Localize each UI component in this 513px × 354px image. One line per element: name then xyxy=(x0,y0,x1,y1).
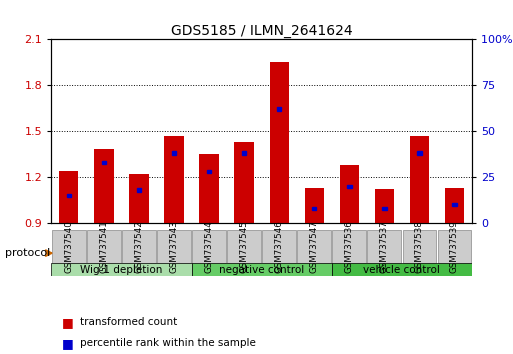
Text: Wig-1 depletion: Wig-1 depletion xyxy=(80,265,163,275)
Text: GSM737541: GSM737541 xyxy=(100,220,108,273)
Text: GSM737538: GSM737538 xyxy=(415,220,424,273)
Bar xyxy=(242,152,246,155)
Bar xyxy=(200,154,219,223)
Bar xyxy=(312,207,317,210)
Bar xyxy=(129,174,149,223)
FancyBboxPatch shape xyxy=(227,230,261,263)
Text: percentile rank within the sample: percentile rank within the sample xyxy=(80,338,255,348)
Text: protocol: protocol xyxy=(5,248,50,258)
Bar xyxy=(234,142,254,223)
Bar xyxy=(207,170,211,173)
FancyBboxPatch shape xyxy=(262,230,296,263)
Text: ■: ■ xyxy=(62,337,73,350)
FancyBboxPatch shape xyxy=(367,230,401,263)
Bar xyxy=(445,188,464,223)
FancyBboxPatch shape xyxy=(191,263,332,276)
FancyBboxPatch shape xyxy=(192,230,226,263)
Bar xyxy=(417,152,422,155)
Text: GSM737547: GSM737547 xyxy=(310,220,319,273)
Bar xyxy=(164,136,184,223)
Text: GSM737537: GSM737537 xyxy=(380,220,389,273)
FancyBboxPatch shape xyxy=(298,230,331,263)
Bar xyxy=(340,165,359,223)
Bar xyxy=(410,136,429,223)
Text: GSM737536: GSM737536 xyxy=(345,220,354,273)
Bar xyxy=(94,149,113,223)
Text: GSM737544: GSM737544 xyxy=(205,220,213,273)
Bar xyxy=(382,207,387,210)
FancyBboxPatch shape xyxy=(332,263,472,276)
Bar xyxy=(374,189,394,223)
FancyBboxPatch shape xyxy=(52,230,86,263)
Text: negative control: negative control xyxy=(219,265,304,275)
FancyBboxPatch shape xyxy=(87,230,121,263)
Bar xyxy=(277,107,282,110)
Text: ■: ■ xyxy=(62,316,73,329)
Bar xyxy=(172,152,176,155)
FancyBboxPatch shape xyxy=(122,230,156,263)
Text: GSM737542: GSM737542 xyxy=(134,220,144,273)
Bar xyxy=(347,184,351,188)
FancyBboxPatch shape xyxy=(51,263,191,276)
Bar xyxy=(136,188,141,192)
Text: vehicle control: vehicle control xyxy=(363,265,440,275)
Bar xyxy=(59,171,78,223)
FancyBboxPatch shape xyxy=(403,230,436,263)
Bar xyxy=(305,188,324,223)
Text: GSM737546: GSM737546 xyxy=(274,220,284,273)
Title: GDS5185 / ILMN_2641624: GDS5185 / ILMN_2641624 xyxy=(171,24,352,38)
FancyBboxPatch shape xyxy=(332,230,366,263)
Bar xyxy=(269,62,289,223)
Bar xyxy=(452,203,457,206)
FancyBboxPatch shape xyxy=(438,230,471,263)
Text: GSM737545: GSM737545 xyxy=(240,220,249,273)
FancyBboxPatch shape xyxy=(157,230,191,263)
Text: GSM737543: GSM737543 xyxy=(169,220,179,273)
Text: GSM737539: GSM737539 xyxy=(450,220,459,273)
Text: GSM737540: GSM737540 xyxy=(64,220,73,273)
Bar xyxy=(102,161,106,164)
Bar xyxy=(67,194,71,197)
Text: transformed count: transformed count xyxy=(80,317,177,327)
